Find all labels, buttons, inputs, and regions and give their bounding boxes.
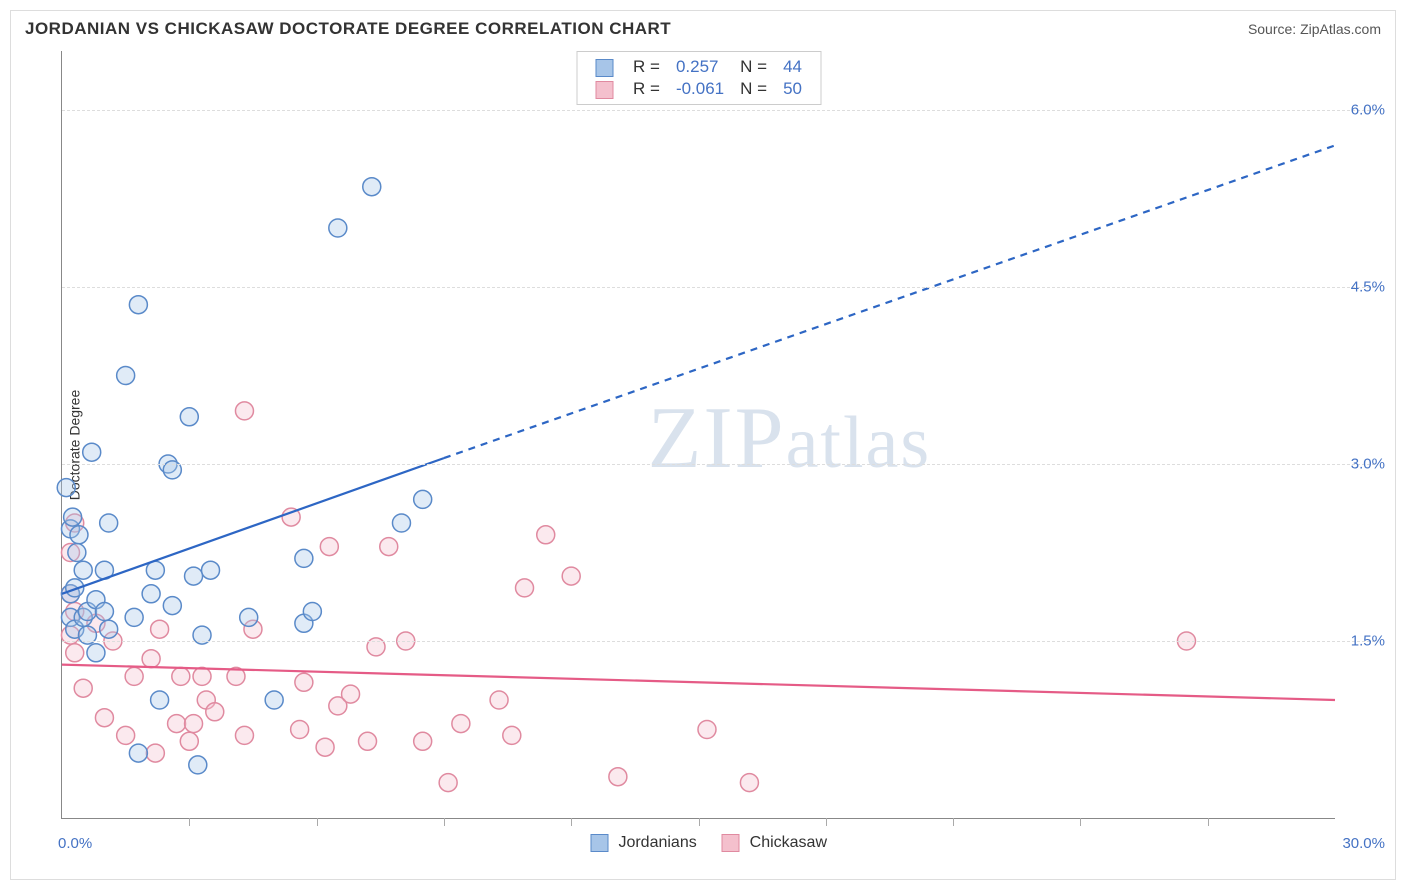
x-max-label: 30.0%	[1342, 835, 1385, 852]
legend-swatch-jordanians	[590, 834, 608, 852]
source-name: ZipAtlas.com	[1300, 21, 1381, 37]
legend-swatch-chickasaw	[595, 81, 613, 99]
source-citation: Source: ZipAtlas.com	[1248, 21, 1381, 37]
chart-container: JORDANIAN VS CHICKASAW DOCTORATE DEGREE …	[10, 10, 1396, 880]
y-tick-label: 3.0%	[1351, 456, 1385, 473]
r-value: 0.257	[668, 56, 732, 78]
series-legend: Jordanians Chickasaw	[570, 834, 827, 852]
scatter-svg	[62, 51, 1335, 818]
n-label: N =	[732, 56, 775, 78]
legend-label: Chickasaw	[750, 834, 827, 851]
n-value: 50	[775, 78, 810, 100]
source-label: Source:	[1248, 21, 1300, 37]
plot-area: R = 0.257 N = 44 R = -0.061 N = 50 ZIPat…	[61, 51, 1335, 819]
y-tick-label: 4.5%	[1351, 279, 1385, 296]
legend-swatch-chickasaw	[721, 834, 739, 852]
chart-header: JORDANIAN VS CHICKASAW DOCTORATE DEGREE …	[11, 11, 1395, 45]
r-label: R =	[625, 78, 668, 100]
chart-title: JORDANIAN VS CHICKASAW DOCTORATE DEGREE …	[25, 19, 671, 39]
legend-label: Jordanians	[618, 834, 696, 851]
x-min-label: 0.0%	[58, 835, 92, 852]
r-value: -0.061	[668, 78, 732, 100]
y-tick-label: 1.5%	[1351, 633, 1385, 650]
n-label: N =	[732, 78, 775, 100]
legend-swatch-jordanians	[595, 59, 613, 77]
n-value: 44	[775, 56, 810, 78]
legend-row: R = -0.061 N = 50	[587, 78, 810, 100]
r-label: R =	[625, 56, 668, 78]
legend-row: R = 0.257 N = 44	[587, 56, 810, 78]
y-tick-label: 6.0%	[1351, 102, 1385, 119]
correlation-legend: R = 0.257 N = 44 R = -0.061 N = 50	[576, 51, 821, 105]
